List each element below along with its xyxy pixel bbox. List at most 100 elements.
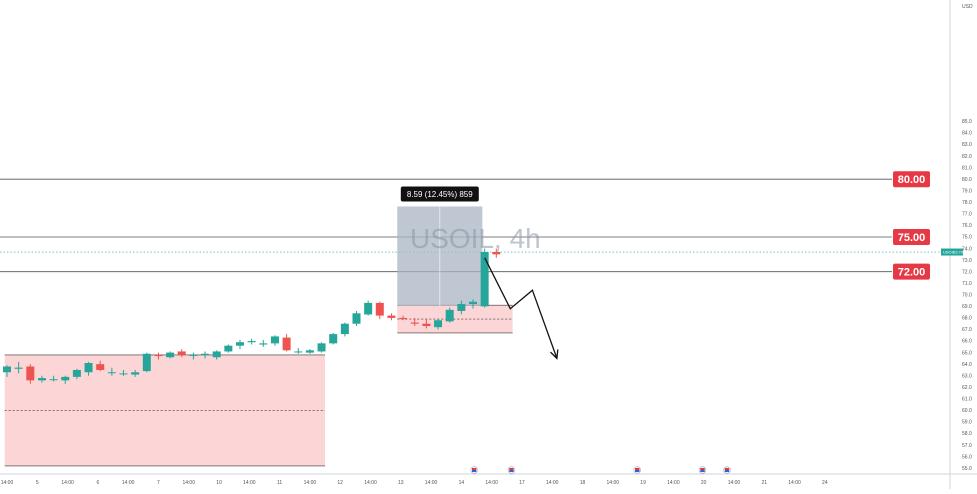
candle <box>154 352 163 360</box>
candle-body <box>399 317 408 320</box>
candle <box>201 351 210 359</box>
candle-body <box>154 354 163 357</box>
y-tick-label: 72.0 <box>962 269 972 275</box>
candle-body <box>445 309 454 322</box>
y-tick-label: 77.0 <box>962 212 972 218</box>
y-tick-label: 56.0 <box>962 454 972 460</box>
event-flag-stripe <box>700 468 705 470</box>
candle <box>375 301 384 320</box>
candle-body <box>282 337 291 351</box>
candle-body <box>37 378 46 381</box>
y-tick-label: 59.0 <box>962 420 972 426</box>
candle <box>352 310 361 327</box>
candle <box>282 334 291 352</box>
candle <box>469 299 477 309</box>
x-tick-label: 14:00 <box>546 480 559 486</box>
y-tick-label: 80.0 <box>962 177 972 183</box>
event-flag-stripe <box>471 468 477 470</box>
y-tick-label: 74.0 <box>962 246 972 252</box>
candle-body <box>107 372 116 374</box>
y-tick-label: 84.0 <box>962 131 972 137</box>
x-tick-label: 14:00 <box>425 480 438 486</box>
candle-body <box>364 302 373 315</box>
candle <box>480 248 489 308</box>
candle <box>270 335 279 346</box>
candle-body <box>26 366 35 381</box>
y-tick-label: 73.0 <box>962 258 972 264</box>
candle-body <box>201 353 210 355</box>
candle-body <box>294 351 303 353</box>
x-tick-label: 17 <box>519 480 525 486</box>
candle-body <box>270 336 279 344</box>
candle-body <box>317 343 326 352</box>
candle-body <box>142 353 151 372</box>
currency-label: USD <box>962 4 973 10</box>
candle <box>410 317 419 327</box>
candle-body <box>422 323 431 327</box>
y-tick-label: 57.0 <box>962 443 972 449</box>
y-tick-label: 58.0 <box>962 431 972 437</box>
event-flag-icon <box>470 466 478 474</box>
candle-body <box>305 350 314 353</box>
candle-body <box>352 313 361 324</box>
y-tick-label: 85.0 <box>962 119 972 125</box>
y-tick-label: 64.0 <box>962 362 972 368</box>
y-tick-label: 81.0 <box>962 165 972 171</box>
candle-body <box>49 379 58 381</box>
x-tick-label: 14:00 <box>304 480 317 486</box>
candle <box>422 319 431 329</box>
candle-body <box>131 372 140 375</box>
candle-body <box>434 320 443 328</box>
x-tick-label: 13 <box>398 480 404 486</box>
event-flag-stripe <box>635 470 640 472</box>
x-tick-label: 5 <box>36 480 39 486</box>
candle-body <box>224 345 233 352</box>
event-flag-icon <box>698 466 707 474</box>
candle-body <box>14 367 23 369</box>
candle <box>189 352 198 360</box>
x-tick-label: 14:00 <box>243 480 256 486</box>
candle-body <box>480 252 489 307</box>
x-tick-label: 24 <box>822 480 828 486</box>
candle <box>247 338 256 345</box>
candle-body <box>492 252 501 255</box>
candle-body <box>166 352 175 358</box>
event-flag-icon <box>507 466 516 474</box>
x-tick-label: 14:00 <box>1 480 14 486</box>
x-tick-label: 14:00 <box>667 480 680 486</box>
y-tick-label: 67.0 <box>962 327 972 333</box>
x-tick-label: 11 <box>277 480 282 486</box>
y-tick-label: 78.0 <box>962 200 972 206</box>
level-label-bg <box>893 229 930 245</box>
level-label: 72.00 <box>898 267 926 279</box>
candle <box>26 364 35 384</box>
measure-label-bg <box>400 186 479 202</box>
x-tick-label: 10 <box>216 480 222 486</box>
level-label: 80.00 <box>898 174 926 186</box>
y-tick-label: 68.0 <box>962 316 972 322</box>
candle <box>317 342 326 353</box>
event-flag-stripe <box>700 470 705 472</box>
candle <box>259 339 268 347</box>
x-tick-label: 14:00 <box>182 480 195 486</box>
candle <box>364 300 373 316</box>
x-tick-label: 14 <box>459 480 465 486</box>
candle <box>294 347 303 354</box>
x-tick-label: 18 <box>580 480 586 486</box>
candle <box>340 322 349 337</box>
event-flag-stripe <box>635 468 640 470</box>
event-flag-icon <box>633 466 642 474</box>
current-price-value: 73.70 <box>953 250 964 255</box>
candle-body <box>387 315 396 318</box>
x-tick-label: 14:00 <box>788 480 801 486</box>
y-tick-label: 71.0 <box>962 281 972 287</box>
candle <box>387 313 396 321</box>
y-tick-label: 76.0 <box>962 223 972 229</box>
candle <box>212 350 221 360</box>
projection-path <box>484 257 558 359</box>
candle-body <box>236 342 244 346</box>
x-tick-label: 12 <box>337 480 343 486</box>
y-tick-label: 82.0 <box>962 154 972 160</box>
